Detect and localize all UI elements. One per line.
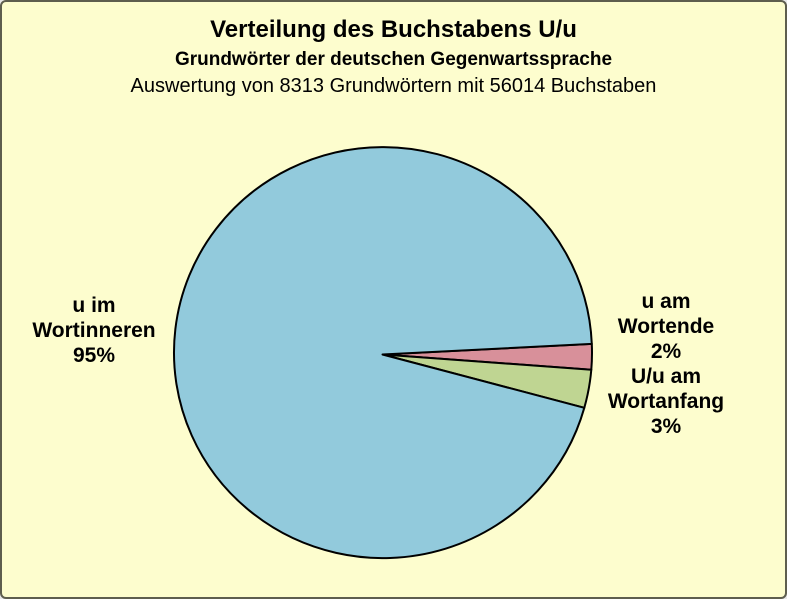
label-u-im-wortinneren: u im Wortinneren 95% [32,294,156,367]
chart-title: Verteilung des Buchstabens U/u [210,16,577,43]
label-u-am-wortende: u am Wortende 2% [617,290,715,363]
chart-annotation: Auswertung von 8313 Grundwörtern mit 560… [130,75,657,97]
label-uu-am-wortanfang: U/u am Wortanfang 3% [607,365,725,438]
chart-subtitle: Grundwörter der deutschen Gegenwartsspra… [174,49,613,70]
pie-slice-wortinneren [172,146,593,560]
